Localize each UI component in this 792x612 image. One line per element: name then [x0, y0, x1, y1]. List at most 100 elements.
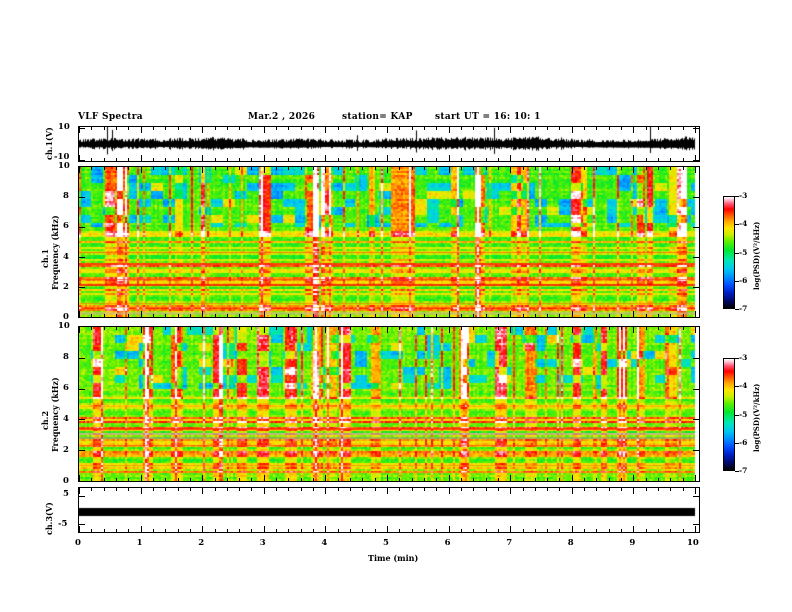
page-title: VLF Spectra — [78, 112, 143, 122]
y-tick-mark — [79, 160, 85, 161]
x-tick-mark — [251, 529, 252, 532]
y-tick-mark — [693, 128, 699, 129]
x-tick-mark — [559, 327, 560, 330]
x-tick-mark — [313, 529, 314, 532]
x-tick-mark — [288, 127, 289, 130]
x-tick-mark — [547, 314, 548, 317]
x-tick-mark — [510, 127, 511, 133]
ch2-freq-tick-8: 8 — [63, 352, 69, 362]
x-tick-mark — [91, 478, 92, 481]
x-tick-mark — [670, 158, 671, 161]
x-tick-mark — [313, 158, 314, 161]
x-tick-mark — [584, 314, 585, 317]
x-tick-mark — [633, 488, 634, 494]
ch1-spectrogram-axis-label-ch: ch.1 — [40, 248, 50, 268]
x-tick-mark — [338, 529, 339, 532]
x-tick-mark — [633, 167, 634, 173]
x-tick-mark — [215, 158, 216, 161]
x-tick-mark — [670, 314, 671, 317]
x-tick-mark — [498, 529, 499, 532]
ch2-freq-tick-6: 6 — [63, 383, 69, 393]
x-tick-mark — [510, 526, 511, 532]
x-tick-mark — [165, 529, 166, 532]
x-tick-mark — [239, 127, 240, 130]
x-tick-mark — [461, 488, 462, 491]
x-tick-mark — [486, 167, 487, 170]
colorbar-tick-mark — [735, 280, 739, 282]
x-tick-mark — [325, 167, 326, 173]
ch1-freq-tick-8: 8 — [63, 191, 69, 201]
x-tick-mark — [251, 158, 252, 161]
ch2-spectrogram-axis-label-freq: Frequency (kHz) — [50, 377, 60, 452]
x-tick-mark — [178, 478, 179, 481]
y-tick-mark — [79, 287, 85, 288]
x-tick-mark — [473, 327, 474, 330]
x-tick-mark — [375, 158, 376, 161]
x-tick-mark — [128, 488, 129, 491]
x-tick-mark — [695, 311, 696, 317]
x-tick-mark — [559, 529, 560, 532]
x-tick-4: 4 — [321, 538, 328, 548]
x-tick-mark — [461, 167, 462, 170]
x-tick-mark — [153, 529, 154, 532]
x-tick-mark — [473, 158, 474, 161]
x-tick-mark — [239, 314, 240, 317]
x-tick-mark — [104, 327, 105, 330]
x-tick-mark — [350, 327, 351, 330]
x-tick-mark — [510, 167, 511, 173]
x-tick-mark — [399, 314, 400, 317]
x-tick-mark — [535, 127, 536, 130]
y-tick-mark — [79, 358, 85, 359]
ch1-freq-tick-2: 2 — [63, 282, 69, 292]
x-tick-mark — [350, 478, 351, 481]
y-tick-mark — [693, 524, 699, 525]
x-tick-mark — [338, 158, 339, 161]
x-tick-mark — [165, 488, 166, 491]
colorbar-tick-mark — [735, 309, 739, 310]
x-tick-mark — [178, 529, 179, 532]
x-tick-mark — [91, 529, 92, 532]
x-tick-mark — [633, 475, 634, 481]
x-tick-mark — [424, 314, 425, 317]
x-tick-mark — [559, 488, 560, 491]
x-tick-mark — [424, 327, 425, 330]
x-tick-mark — [646, 529, 647, 532]
x-tick-mark — [215, 167, 216, 170]
x-tick-mark — [412, 167, 413, 170]
y-tick-mark — [79, 496, 85, 497]
x-tick-mark — [646, 127, 647, 130]
x-tick-mark — [486, 158, 487, 161]
x-tick-mark — [141, 127, 142, 133]
x-tick-mark — [683, 488, 684, 491]
x-tick-mark — [387, 327, 388, 333]
x-tick-mark — [128, 478, 129, 481]
x-tick-mark — [227, 488, 228, 491]
x-tick-mark — [498, 488, 499, 491]
x-tick-mark — [91, 327, 92, 330]
colorbar-tick-mark — [735, 442, 739, 444]
x-tick-mark — [190, 167, 191, 170]
x-tick-mark — [313, 127, 314, 130]
x-tick-mark — [178, 158, 179, 161]
x-tick-mark — [325, 127, 326, 133]
ch2-freq-tick-10: 10 — [58, 321, 70, 331]
x-tick-mark — [104, 158, 105, 161]
ch1-waveform-axis-label: ch.1(V) — [44, 127, 54, 160]
x-tick-mark — [523, 529, 524, 532]
y-tick-mark — [693, 257, 699, 258]
x-tick-mark — [128, 327, 129, 330]
x-tick-mark — [264, 167, 265, 173]
x-tick-mark — [202, 127, 203, 133]
x-tick-mark — [486, 488, 487, 491]
colorbar-ch2 — [723, 358, 735, 471]
x-tick-mark — [288, 529, 289, 532]
x-tick-mark — [104, 488, 105, 491]
x-tick-mark — [424, 127, 425, 130]
x-tick-mark — [325, 526, 326, 532]
x-tick-mark — [178, 327, 179, 330]
x-tick-mark — [535, 529, 536, 532]
x-tick-mark — [658, 478, 659, 481]
x-tick-mark — [276, 127, 277, 130]
x-tick-mark — [658, 158, 659, 161]
